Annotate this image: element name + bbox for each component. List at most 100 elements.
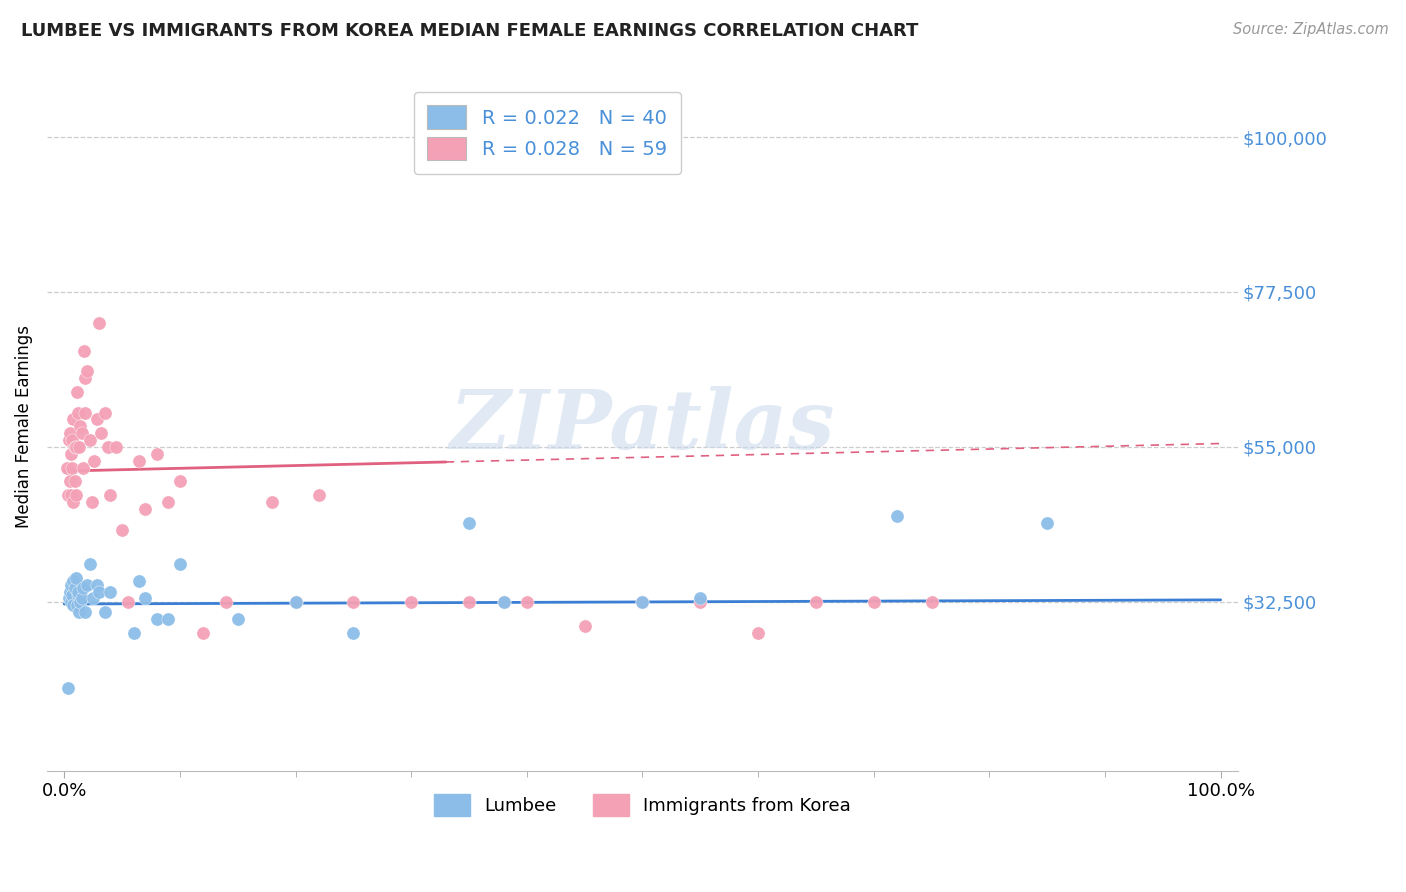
- Point: [886, 508, 908, 523]
- Point: [80, 495, 103, 509]
- Point: [134, 591, 156, 606]
- Point: [97, 440, 120, 454]
- Point: [70, 426, 93, 441]
- Point: [399, 595, 422, 609]
- Point: [72, 460, 94, 475]
- Point: [59, 584, 82, 599]
- Point: [58, 433, 80, 447]
- Point: [65, 571, 87, 585]
- Point: [458, 595, 481, 609]
- Point: [60, 488, 83, 502]
- Point: [58, 591, 80, 606]
- Point: [169, 475, 191, 489]
- Text: Source: ZipAtlas.com: Source: ZipAtlas.com: [1233, 22, 1389, 37]
- Point: [342, 595, 364, 609]
- Point: [56, 681, 79, 695]
- Point: [262, 495, 284, 509]
- Point: [60, 433, 83, 447]
- Point: [492, 595, 515, 609]
- Point: [82, 591, 104, 606]
- Point: [87, 316, 110, 330]
- Point: [492, 595, 515, 609]
- Point: [60, 578, 83, 592]
- Point: [689, 591, 711, 606]
- Point: [93, 605, 115, 619]
- Point: [134, 502, 156, 516]
- Point: [73, 343, 96, 358]
- Point: [72, 581, 94, 595]
- Point: [93, 405, 115, 419]
- Point: [157, 612, 180, 626]
- Point: [145, 447, 167, 461]
- Point: [76, 578, 98, 592]
- Point: [59, 426, 82, 441]
- Point: [342, 626, 364, 640]
- Point: [284, 595, 307, 609]
- Point: [862, 595, 884, 609]
- Point: [63, 440, 86, 454]
- Point: [631, 595, 654, 609]
- Point: [67, 440, 90, 454]
- Point: [169, 557, 191, 571]
- Point: [226, 612, 249, 626]
- Point: [67, 405, 90, 419]
- Point: [87, 584, 110, 599]
- Point: [157, 495, 180, 509]
- Point: [689, 595, 711, 609]
- Point: [65, 440, 87, 454]
- Point: [67, 584, 90, 599]
- Point: [308, 488, 330, 502]
- Point: [145, 612, 167, 626]
- Point: [86, 412, 108, 426]
- Point: [56, 488, 79, 502]
- Point: [55, 460, 77, 475]
- Point: [66, 384, 89, 399]
- Text: LUMBEE VS IMMIGRANTS FROM KOREA MEDIAN FEMALE EARNINGS CORRELATION CHART: LUMBEE VS IMMIGRANTS FROM KOREA MEDIAN F…: [21, 22, 918, 40]
- Point: [191, 626, 214, 640]
- Point: [66, 599, 89, 613]
- Point: [73, 371, 96, 385]
- Point: [60, 460, 83, 475]
- Point: [63, 581, 86, 595]
- Point: [67, 588, 90, 602]
- Point: [62, 574, 84, 589]
- Point: [1036, 516, 1059, 530]
- Point: [60, 595, 83, 609]
- Point: [90, 426, 112, 441]
- Point: [62, 412, 84, 426]
- Text: ZIPatlas: ZIPatlas: [450, 386, 835, 467]
- Point: [79, 557, 101, 571]
- Point: [63, 475, 86, 489]
- Point: [631, 595, 654, 609]
- Point: [73, 605, 96, 619]
- Point: [128, 574, 150, 589]
- Point: [65, 488, 87, 502]
- Point: [100, 584, 122, 599]
- Point: [574, 619, 596, 633]
- Point: [59, 475, 82, 489]
- Point: [100, 488, 122, 502]
- Legend: Lumbee, Immigrants from Korea: Lumbee, Immigrants from Korea: [426, 787, 858, 823]
- Point: [60, 588, 83, 602]
- Point: [284, 595, 307, 609]
- Point: [69, 419, 91, 434]
- Point: [73, 405, 96, 419]
- Point: [86, 578, 108, 592]
- Point: [79, 433, 101, 447]
- Point: [62, 599, 84, 613]
- Point: [111, 523, 134, 537]
- Point: [921, 595, 943, 609]
- Point: [105, 440, 128, 454]
- Point: [70, 591, 93, 606]
- Point: [60, 447, 83, 461]
- Point: [62, 495, 84, 509]
- Point: [83, 454, 105, 468]
- Point: [117, 595, 139, 609]
- Point: [458, 516, 481, 530]
- Point: [804, 595, 827, 609]
- Point: [128, 454, 150, 468]
- Point: [69, 595, 91, 609]
- Point: [67, 605, 90, 619]
- Point: [747, 626, 769, 640]
- Point: [122, 626, 145, 640]
